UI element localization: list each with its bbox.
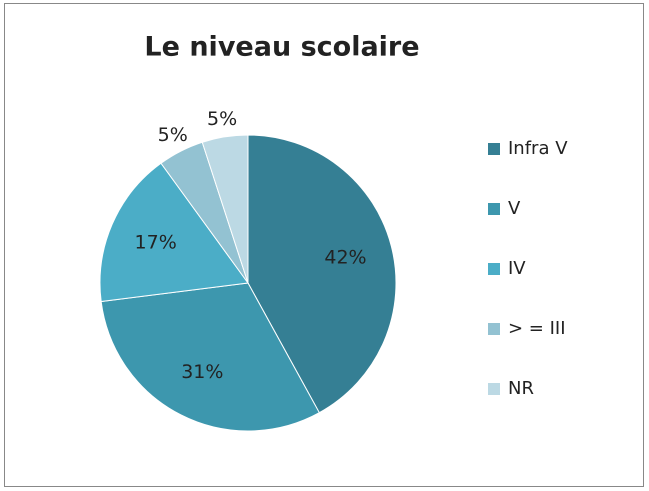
data-label: 31%: [181, 361, 223, 383]
chart-title: Le niveau scolaire: [144, 32, 419, 63]
pie-slice: [99, 162, 249, 303]
data-label: 5%: [207, 108, 237, 130]
data-label: 42%: [324, 246, 366, 268]
legend-swatch: [488, 323, 500, 335]
legend-swatch: [488, 383, 500, 395]
data-label: 5%: [158, 124, 188, 146]
legend-swatch: [488, 203, 500, 215]
legend-swatch: [488, 143, 500, 155]
pie-slice: [201, 134, 249, 284]
legend-label: Infra V: [508, 138, 568, 159]
legend-label: NR: [508, 378, 534, 399]
legend-label: V: [508, 198, 521, 219]
legend-label: IV: [508, 258, 526, 279]
legend-label: > = III: [508, 318, 566, 339]
pie-slice: [247, 134, 397, 414]
legend-swatch: [488, 263, 500, 275]
pie-slice: [100, 282, 320, 432]
data-label: 17%: [135, 232, 177, 254]
